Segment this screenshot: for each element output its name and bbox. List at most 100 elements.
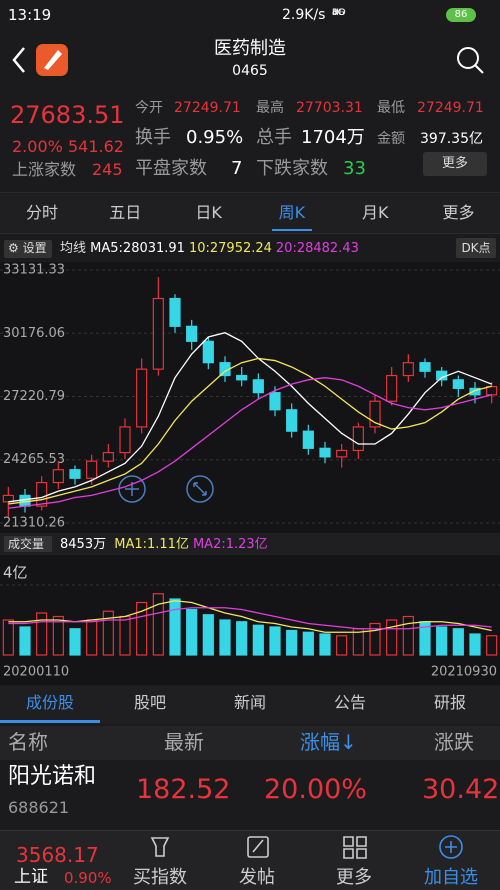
back-button[interactable]	[12, 47, 25, 73]
stock-tab[interactable]: 新闻	[233, 693, 266, 712]
volume-bar	[302, 631, 314, 656]
search-button[interactable]	[457, 47, 479, 69]
x-tick-label: 20210930	[431, 665, 497, 680]
stock-tab[interactable]: 研报	[433, 693, 466, 712]
column-header[interactable]: 名称	[8, 730, 48, 754]
period-bar	[0, 192, 500, 234]
volume-bar	[252, 624, 264, 656]
volume-legend-item: MA1:1.11亿	[114, 537, 189, 552]
volume-bar	[386, 619, 398, 656]
post-icon	[247, 836, 269, 858]
candle-body	[86, 460, 98, 479]
volume-bar	[102, 610, 114, 656]
volume-bar	[319, 633, 331, 656]
volume-bar	[152, 593, 164, 656]
candle-body	[152, 297, 164, 370]
ma-line	[8, 377, 492, 509]
fullscreen[interactable]	[186, 475, 214, 503]
more-button[interactable]: 更多	[423, 152, 487, 176]
turnover-label: 换手	[135, 127, 171, 148]
ma-legend: 均线 MA5:28031.91 10:27952.24 20:28482.43	[60, 242, 363, 255]
period-tab[interactable]: 日K	[195, 203, 222, 222]
chart-bg	[0, 262, 500, 685]
open-label: 今开	[135, 100, 163, 116]
bottom-button[interactable]: 更多	[336, 867, 372, 888]
index-value: 3568.17	[16, 843, 99, 867]
volume-bar	[52, 615, 64, 656]
low: 27249.71	[417, 100, 484, 116]
column-header[interactable]: 涨跌	[434, 730, 474, 754]
column-header[interactable]: 涨幅↓	[300, 730, 357, 754]
ma-line	[8, 357, 492, 505]
settings-text: 设置	[22, 241, 47, 255]
low-label: 最低	[377, 100, 405, 116]
period-tab[interactable]: 更多	[442, 203, 475, 222]
volume-bar	[186, 608, 198, 656]
fullscreen-ring	[186, 475, 214, 503]
volume-label: 成交量	[8, 537, 45, 551]
down-label: 下跌家数	[256, 158, 328, 179]
bottom-button[interactable]: 发帖	[239, 867, 275, 888]
settings[interactable]: ⚙ 设置	[8, 241, 47, 255]
period-tab[interactable]: 周K	[278, 203, 306, 222]
flat-count: 7	[231, 158, 243, 179]
stock-tab-bar	[0, 686, 500, 724]
volume-bar	[202, 614, 214, 656]
volume-ma-line	[8, 607, 492, 630]
volume-bar	[19, 626, 31, 656]
volume-bar	[169, 598, 181, 656]
y-tick-label: 33131.33	[3, 263, 65, 278]
candle-body	[169, 297, 181, 327]
stock-tab[interactable]: 股吧	[133, 693, 166, 712]
volume-bar	[336, 635, 348, 656]
candle-body	[369, 400, 381, 428]
candle-body	[352, 426, 364, 452]
y-tick-label: 27220.79	[3, 389, 65, 404]
bottom-button[interactable]: 买指数	[133, 867, 187, 888]
dk-button[interactable]: DK点	[456, 238, 496, 258]
volume-bar	[119, 615, 131, 656]
y-tick-label: 30176.06	[3, 326, 65, 341]
volume-bar	[436, 626, 448, 656]
period-tab[interactable]: 五日	[109, 203, 142, 222]
search-handle	[474, 64, 484, 74]
candle-body	[186, 325, 198, 342]
high-label: 最高	[256, 100, 284, 116]
candle-body	[486, 385, 498, 396]
period-tab[interactable]: 分时	[25, 203, 58, 222]
period-tab[interactable]: 月K	[361, 203, 389, 222]
status-icon: HD	[332, 8, 346, 18]
index-pct: 0.90%	[64, 869, 112, 887]
ma-label: 均线	[60, 241, 87, 256]
stock-code: 688621	[8, 798, 70, 817]
stock-tab[interactable]: 公告	[333, 693, 366, 712]
y-tick-label: 24265.53	[3, 452, 65, 467]
open: 27249.71	[174, 100, 241, 116]
buy-icon	[150, 837, 170, 857]
ma-legend-item: 10:27952.24	[188, 241, 272, 256]
tab-underline	[0, 720, 100, 723]
candle-body	[52, 469, 64, 484]
volume-legend: 8453万 MA1:1.11亿 MA2:1.23亿	[60, 538, 268, 551]
title: 医药制造	[214, 38, 286, 59]
bottom-button[interactable]: 加自选	[424, 867, 478, 888]
column-header[interactable]: 最新	[164, 730, 204, 754]
candle-body	[419, 362, 431, 372]
candle-body	[269, 392, 281, 411]
stock-change: 30.42	[422, 774, 500, 805]
code: 0465	[232, 63, 268, 79]
volume-bar	[486, 635, 498, 656]
y-tick-label: 21310.26	[3, 516, 65, 531]
index-name: 上证	[14, 867, 48, 887]
ma-line	[8, 332, 492, 503]
volume-bar	[236, 621, 248, 656]
status-speed: 2.9K/s	[282, 7, 326, 23]
volume-bar	[86, 619, 98, 656]
down-count: 33	[343, 158, 366, 179]
volume-bar	[69, 628, 81, 656]
stock-name[interactable]: 阳光诺和	[8, 764, 97, 789]
candle-body	[319, 447, 331, 458]
volume-value: 8453万	[60, 537, 107, 552]
stock-tab[interactable]: 成份股	[25, 693, 74, 712]
candle-body	[236, 374, 248, 381]
